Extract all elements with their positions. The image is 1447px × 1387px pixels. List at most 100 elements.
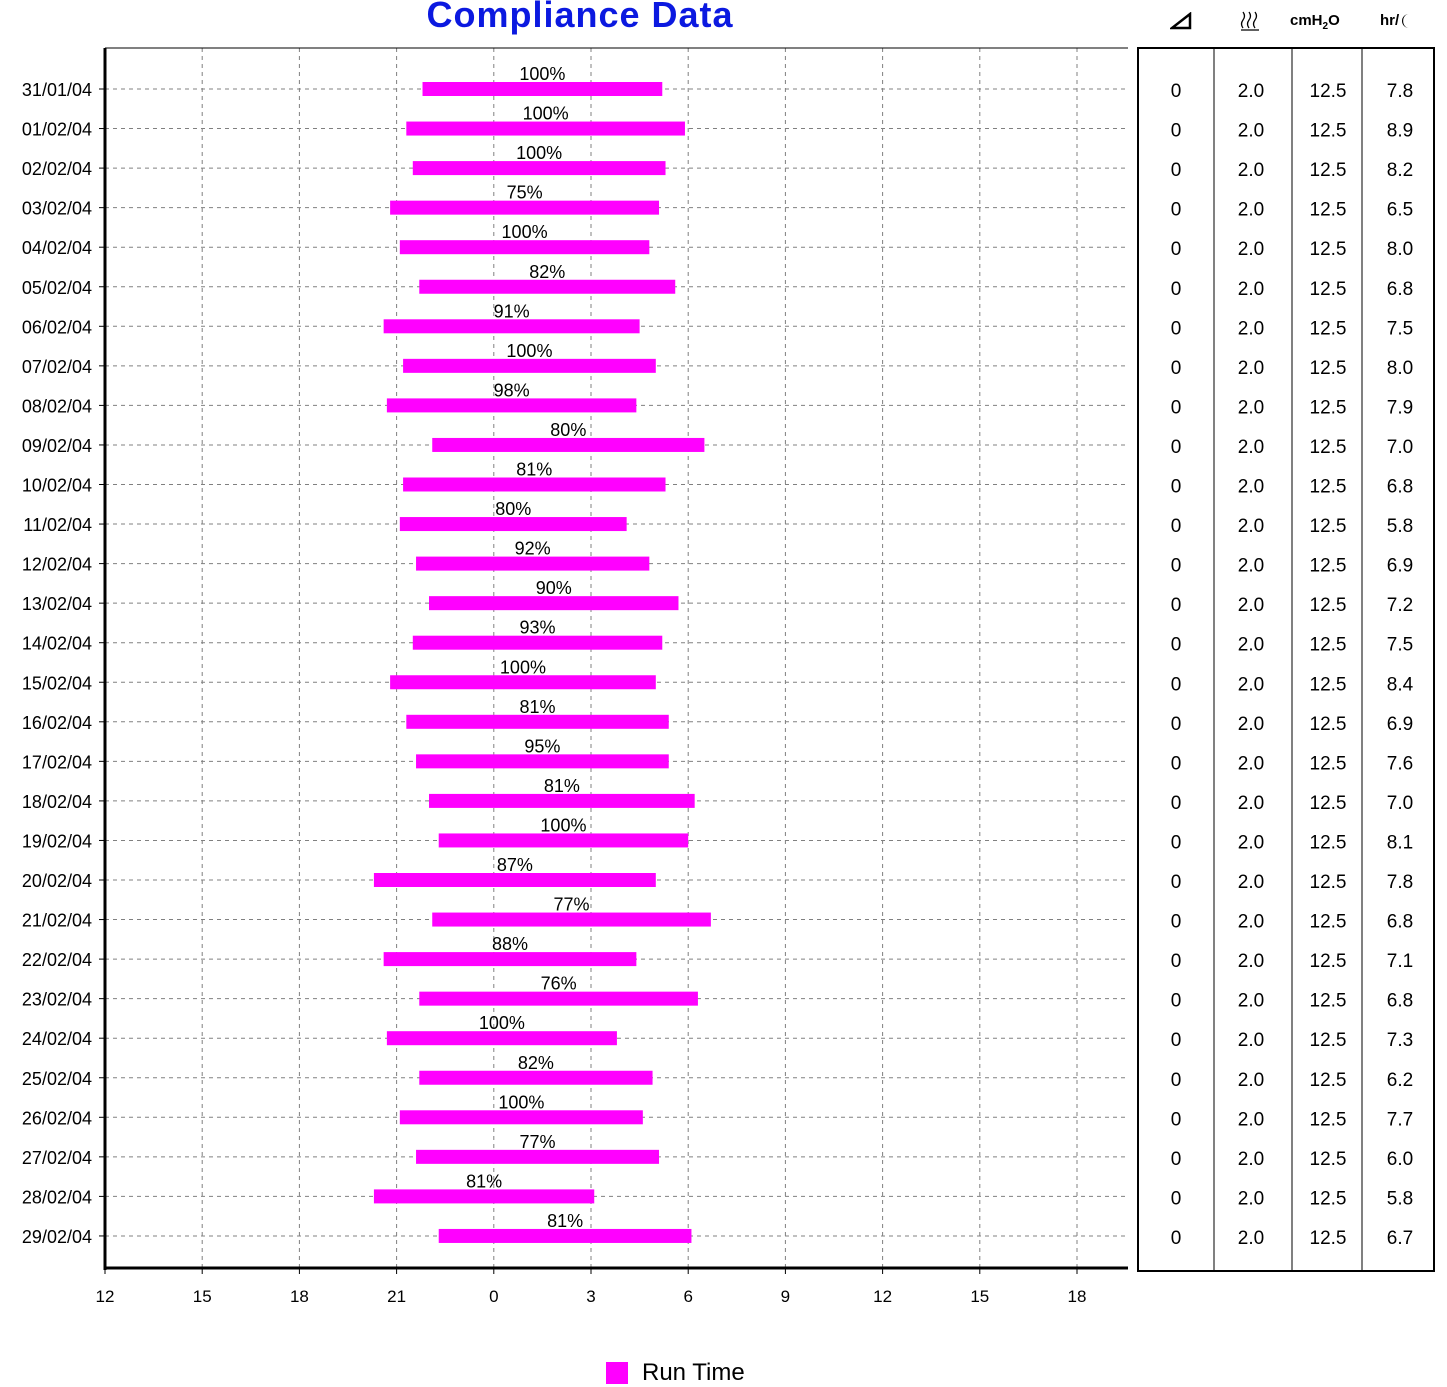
hours-cell: 6.8 (1387, 279, 1413, 300)
humidity-cell: 2.0 (1238, 714, 1264, 735)
y-tick-label: 08/02/04 (22, 396, 92, 416)
compliance-label: 77% (554, 895, 590, 915)
pressure-cell: 12.5 (1310, 1030, 1347, 1051)
leak-cell: 0 (1171, 1070, 1182, 1091)
pressure-label: cmH (1290, 12, 1323, 29)
compliance-label: 100% (540, 815, 586, 835)
leak-cell: 0 (1171, 635, 1182, 656)
x-tick-label: 18 (1068, 1287, 1087, 1306)
hours-cell: 6.7 (1387, 1228, 1413, 1249)
compliance-label: 81% (520, 697, 556, 717)
y-tick-label: 19/02/04 (22, 831, 92, 851)
leak-cell: 0 (1171, 121, 1182, 142)
humidity-column-header (1240, 10, 1260, 32)
leak-cell: 0 (1171, 912, 1182, 933)
run-time-bar (429, 793, 695, 808)
humidity-cell: 2.0 (1238, 635, 1264, 656)
leak-cell: 0 (1171, 872, 1182, 893)
hours-cell: 7.5 (1387, 635, 1413, 656)
compliance-label: 81% (547, 1211, 583, 1231)
y-tick-label: 23/02/04 (22, 990, 92, 1010)
humidity-cell: 2.0 (1238, 951, 1264, 972)
y-tick-label: 01/02/04 (22, 120, 92, 140)
humidity-cell: 2.0 (1238, 1149, 1264, 1170)
leak-cell: 0 (1171, 595, 1182, 616)
pressure-subscript: 2 (1322, 21, 1329, 32)
humidity-cell: 2.0 (1238, 753, 1264, 774)
hours-cell: 6.5 (1387, 200, 1413, 221)
leak-cell: 0 (1171, 397, 1182, 418)
compliance-label: 100% (502, 222, 548, 242)
x-tick-label: 15 (970, 1287, 989, 1306)
hours-cell: 7.2 (1387, 595, 1413, 616)
run-time-bar (386, 398, 637, 413)
run-time-bar (416, 754, 669, 769)
run-time-bar (438, 1228, 692, 1243)
hours-label: hr/ (1380, 12, 1400, 29)
compliance-label: 81% (466, 1171, 502, 1191)
humidity-cell: 2.0 (1238, 1070, 1264, 1091)
leak-cell: 0 (1171, 516, 1182, 537)
humidity-cell: 2.0 (1238, 872, 1264, 893)
hours-cell: 6.9 (1387, 714, 1413, 735)
compliance-label: 81% (516, 460, 552, 480)
y-tick-label: 07/02/04 (22, 357, 92, 377)
hours-cell: 6.9 (1387, 556, 1413, 577)
humidity-cell: 2.0 (1238, 595, 1264, 616)
y-tick-label: 14/02/04 (22, 634, 92, 654)
compliance-label: 98% (494, 380, 530, 400)
y-tick-label: 09/02/04 (22, 436, 92, 456)
run-time-bar (412, 635, 663, 650)
pressure-cell: 12.5 (1310, 477, 1347, 498)
leak-cell: 0 (1171, 1188, 1182, 1209)
compliance-label: 93% (520, 618, 556, 638)
pressure-cell: 12.5 (1310, 81, 1347, 102)
y-tick-label: 17/02/04 (22, 752, 92, 772)
run-time-bar (432, 437, 705, 452)
compliance-label: 75% (507, 183, 543, 203)
hours-cell: 8.2 (1387, 160, 1413, 181)
pressure-cell: 12.5 (1310, 674, 1347, 695)
pressure-cell: 12.5 (1310, 318, 1347, 339)
leak-cell: 0 (1171, 951, 1182, 972)
hours-cell: 7.3 (1387, 1030, 1413, 1051)
humidity-cell: 2.0 (1238, 912, 1264, 933)
hours-cell: 7.5 (1387, 318, 1413, 339)
pressure-cell: 12.5 (1310, 951, 1347, 972)
humidity-cell: 2.0 (1238, 121, 1264, 142)
humidity-cell: 2.0 (1238, 81, 1264, 102)
hours-cell: 7.8 (1387, 81, 1413, 102)
hours-cell: 8.4 (1387, 674, 1414, 695)
compliance-label: 82% (529, 262, 565, 282)
leak-cell: 0 (1171, 437, 1182, 458)
run-time-bar (399, 517, 627, 532)
pressure-cell: 12.5 (1310, 516, 1347, 537)
humidity-cell: 2.0 (1238, 239, 1264, 260)
chart-title: Compliance Data (426, 0, 734, 35)
x-tick-label: 3 (586, 1287, 595, 1306)
hours-cell: 7.0 (1387, 793, 1413, 814)
hours-cell: 8.0 (1387, 239, 1413, 260)
leak-cell: 0 (1171, 477, 1182, 498)
legend-label: Run Time (642, 1359, 745, 1386)
y-tick-label: 25/02/04 (22, 1069, 92, 1089)
x-tick-label: 12 (873, 1287, 892, 1306)
y-tick-label: 11/02/04 (23, 515, 92, 535)
leak-cell: 0 (1171, 1149, 1182, 1170)
run-time-bar (399, 1110, 643, 1125)
y-tick-label: 28/02/04 (22, 1187, 92, 1207)
run-time-bar (403, 477, 666, 492)
hours-cell: 6.2 (1387, 1070, 1413, 1091)
run-time-bar (386, 1031, 617, 1046)
pressure-cell: 12.5 (1310, 556, 1347, 577)
run-time-bar (406, 121, 685, 136)
compliance-label: 80% (550, 420, 586, 440)
compliance-label: 77% (520, 1132, 556, 1152)
run-time-bar (412, 161, 666, 176)
run-time-bar (416, 556, 650, 571)
pressure-cell: 12.5 (1310, 793, 1347, 814)
leak-cell: 0 (1171, 753, 1182, 774)
humidity-cell: 2.0 (1238, 160, 1264, 181)
humidity-cell: 2.0 (1238, 674, 1264, 695)
legend: Run Time (606, 1359, 745, 1387)
